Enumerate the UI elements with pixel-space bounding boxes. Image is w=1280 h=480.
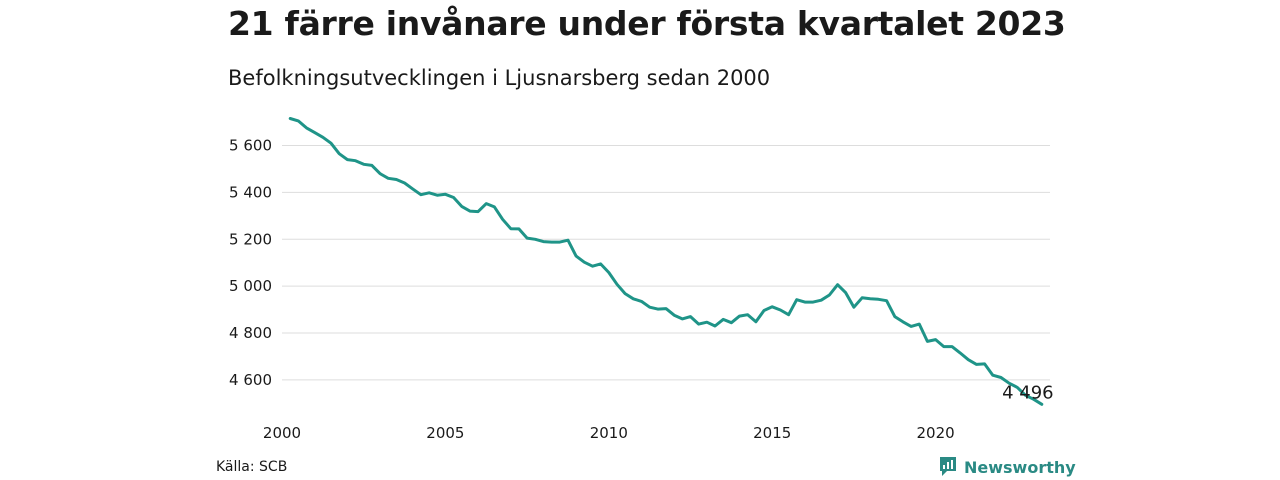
newsworthy-logo-icon xyxy=(940,457,956,476)
x-tick-label: 2000 xyxy=(263,424,301,442)
y-tick-label: 4 600 xyxy=(229,371,272,389)
chart-title: 21 färre invånare under första kvartalet… xyxy=(228,4,1066,43)
y-tick-label: 5 600 xyxy=(229,137,272,155)
chart-subtitle: Befolkningsutvecklingen i Ljusnarsberg s… xyxy=(228,66,771,90)
x-tick-label: 2005 xyxy=(426,424,464,442)
y-tick-label: 5 400 xyxy=(229,183,272,201)
x-tick-label: 2015 xyxy=(753,424,791,442)
source-note: Källa: SCB xyxy=(216,459,288,475)
y-tick-label: 5 000 xyxy=(229,277,272,295)
x-tick-label: 2010 xyxy=(590,424,628,442)
brand-logo: Newsworthy xyxy=(938,456,1076,478)
y-tick-label: 4 800 xyxy=(229,324,272,342)
x-tick-label: 2020 xyxy=(917,424,955,442)
brand-name: Newsworthy xyxy=(964,457,1076,477)
population-line xyxy=(288,117,1044,406)
y-tick-label: 5 200 xyxy=(229,230,272,248)
end-value-label: 4 496 xyxy=(1002,382,1054,403)
